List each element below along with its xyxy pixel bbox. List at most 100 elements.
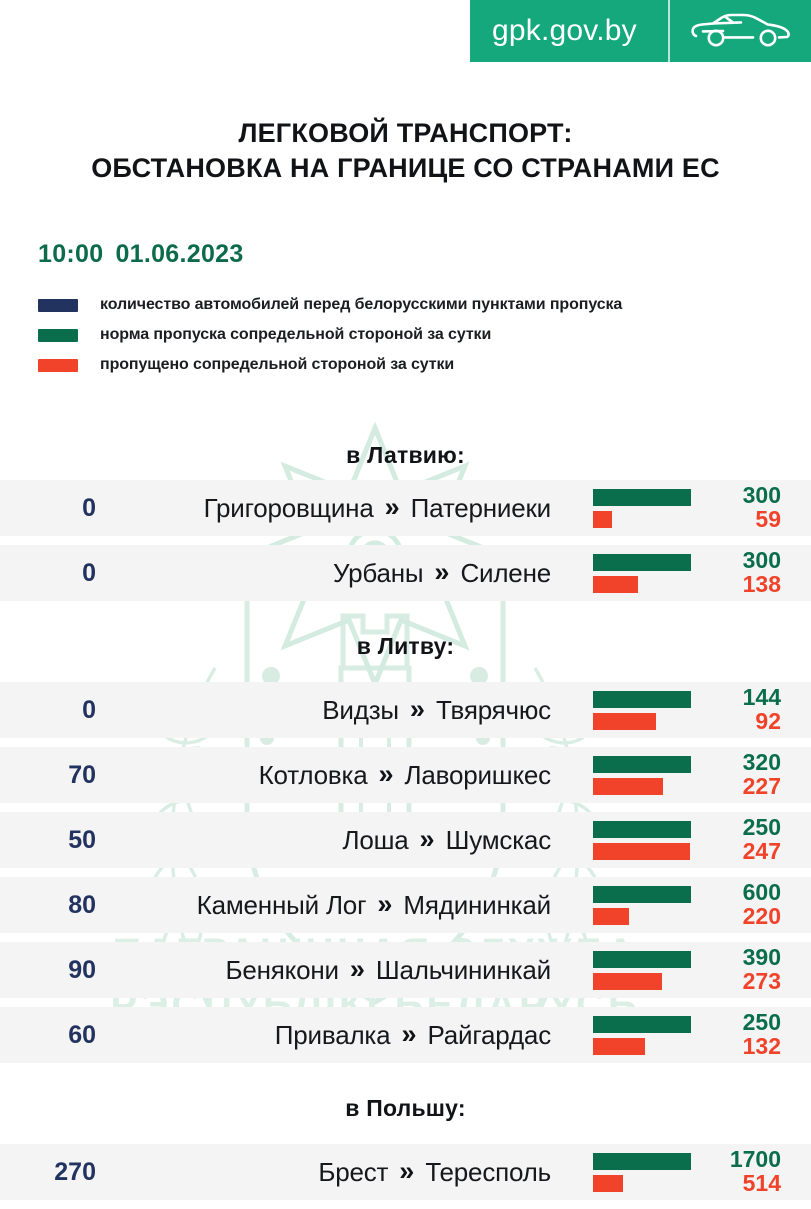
bar-norm (593, 820, 691, 838)
table-row: 50 Лоша » Шумскас 250 247 (0, 812, 811, 868)
bar-group (593, 1015, 711, 1055)
legend-item-queue: количество автомобилей перед белорусским… (38, 290, 798, 320)
bar-norm (593, 755, 691, 773)
value-norm: 144 (742, 684, 781, 711)
queue-count: 0 (82, 695, 96, 724)
brand-header-bar: gpk.gov.by (470, 0, 811, 62)
legend-item-passed: пропущено сопредельной стороной за сутки (38, 350, 798, 380)
chevron-right-icon: » (434, 556, 450, 587)
value-passed: 59 (755, 506, 781, 532)
bar-passed (593, 972, 662, 990)
values: 144 92 (711, 684, 811, 734)
car-icon (670, 11, 811, 51)
route: Брест » Тересполь (96, 1157, 593, 1188)
legend-swatch-navy (38, 298, 78, 312)
queue-count: 90 (68, 955, 96, 984)
chevron-right-icon: » (419, 823, 435, 854)
value-passed: 514 (742, 1170, 781, 1196)
value-norm: 300 (742, 547, 781, 574)
value-passed: 132 (742, 1033, 781, 1059)
bar-passed (593, 575, 638, 593)
queue-count: 50 (68, 825, 96, 854)
legend-swatch-orange (38, 358, 78, 372)
timestamp-date: 01.06.2023 (115, 240, 244, 268)
values: 300 59 (711, 482, 811, 532)
bar-norm (593, 1152, 691, 1170)
value-norm: 600 (742, 879, 781, 906)
table-row: 270 Брест » Тересполь 1700 514 (0, 1144, 811, 1200)
value-passed: 138 (742, 571, 781, 597)
checkpoint-from: Брест (318, 1156, 389, 1187)
bar-norm (593, 950, 691, 968)
section-heading-lithuania: в Литву: (356, 632, 455, 659)
checkpoint-from: Урбаны (332, 557, 424, 588)
route: Лоша » Шумскас (96, 825, 593, 856)
queue-count: 60 (68, 1020, 96, 1049)
chevron-right-icon: » (377, 888, 393, 919)
checkpoint-from: Григоровщина (203, 492, 374, 523)
bar-group (593, 488, 711, 528)
table-row: 80 Каменный Лог » Мядининкай 600 220 (0, 877, 811, 933)
checkpoint-to: Патерниеки (410, 492, 552, 523)
value-passed: 220 (742, 903, 781, 929)
bar-group (593, 820, 711, 860)
route: Видзы » Твярячюс (96, 695, 593, 726)
checkpoint-from: Бенякони (225, 954, 339, 985)
value-norm: 300 (742, 482, 781, 509)
legend-swatch-green (38, 328, 78, 342)
queue-count: 0 (82, 493, 96, 522)
values: 600 220 (711, 879, 811, 929)
queue-count: 270 (54, 1157, 96, 1186)
chevron-right-icon: » (378, 758, 394, 789)
route: Каменный Лог » Мядининкай (96, 890, 593, 921)
checkpoint-from: Привалка (274, 1019, 391, 1050)
table-row: 0 Видзы » Твярячюс 144 92 (0, 682, 811, 738)
bar-passed (593, 1037, 645, 1055)
queue-count: 0 (82, 558, 96, 587)
checkpoint-from: Видзы (322, 694, 399, 725)
bar-group (593, 950, 711, 990)
page-title-line-2: ОБСТАНОВКА НА ГРАНИЦЕ СО СТРАНАМИ ЕС (91, 152, 720, 183)
bar-norm (593, 885, 691, 903)
bar-norm (593, 488, 691, 506)
bar-norm (593, 553, 691, 571)
bar-group (593, 1152, 711, 1192)
value-norm: 1700 (729, 1146, 781, 1173)
checkpoint-to: Шумскас (445, 824, 552, 855)
table-row: 70 Котловка » Лаворишкес 320 227 (0, 747, 811, 803)
bar-group (593, 553, 711, 593)
site-url-label: gpk.gov.by (492, 14, 637, 47)
bar-passed (593, 712, 656, 730)
checkpoint-to: Твярячюс (435, 694, 551, 725)
values: 300 138 (711, 547, 811, 597)
page-title-line-1: ЛЕГКОВОЙ ТРАНСПОРТ: (238, 118, 573, 148)
values: 250 132 (711, 1010, 811, 1059)
value-passed: 92 (755, 708, 781, 734)
bar-passed (593, 777, 663, 795)
route: Урбаны » Силене (96, 558, 593, 589)
bar-passed (593, 842, 690, 860)
checkpoint-to: Лаворишкес (404, 759, 552, 790)
legend-item-norm: норма пропуска сопредельной стороной за … (38, 320, 798, 350)
bar-passed (593, 907, 629, 925)
chevron-right-icon: » (401, 1018, 417, 1049)
route: Привалка » Райгардас (96, 1020, 593, 1051)
values: 250 247 (711, 815, 811, 864)
bar-passed (593, 510, 612, 528)
queue-count: 80 (68, 890, 96, 919)
table-row: 0 Урбаны » Силене 300 138 (0, 545, 811, 601)
bar-group (593, 690, 711, 730)
value-norm: 320 (742, 749, 781, 776)
checkpoint-to: Мядининкай (403, 889, 551, 920)
brand-divider (668, 0, 670, 62)
value-passed: 247 (742, 838, 781, 864)
table-row: 0 Григоровщина » Патерниеки 300 59 (0, 480, 811, 536)
table-row: 60 Привалка » Райгардас 250 132 (0, 1007, 811, 1063)
bar-norm (593, 690, 691, 708)
timestamp-time: 10:00 (38, 240, 104, 268)
bar-passed (593, 1174, 623, 1192)
route: Григоровщина » Патерниеки (96, 493, 593, 524)
checkpoint-to: Райгардас (427, 1019, 551, 1050)
queue-count: 70 (68, 760, 96, 789)
chevron-right-icon: » (384, 491, 400, 522)
